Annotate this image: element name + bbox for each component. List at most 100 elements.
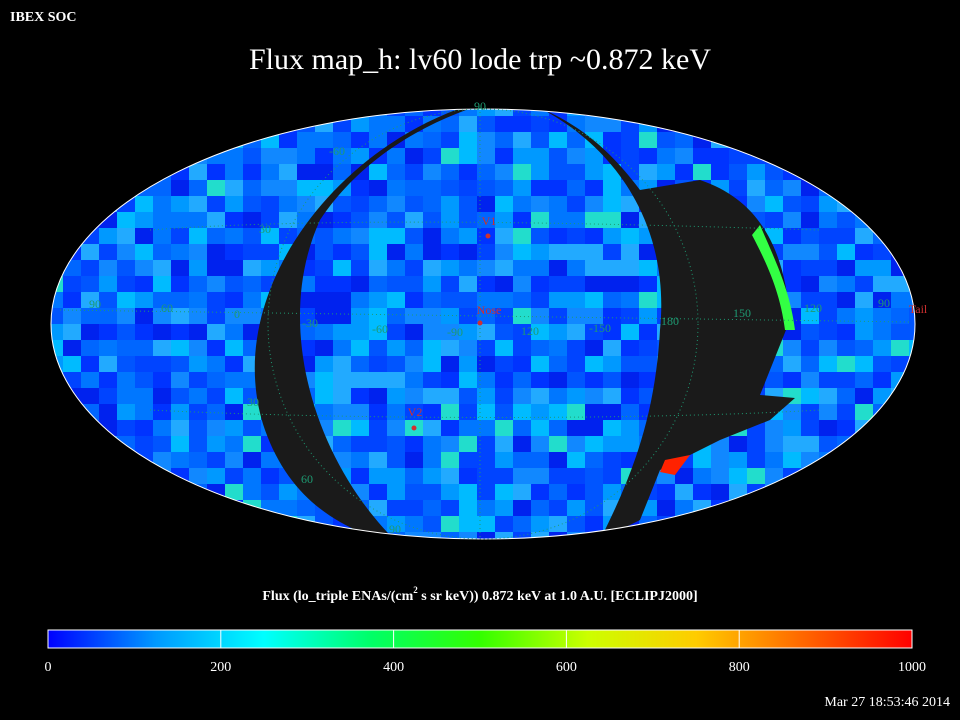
sky-pixel bbox=[405, 244, 423, 260]
sky-pixel bbox=[567, 516, 585, 532]
sky-pixel bbox=[405, 292, 423, 308]
sky-pixel bbox=[171, 404, 189, 420]
sky-pixel bbox=[261, 452, 279, 468]
title-sup: 2 bbox=[413, 585, 418, 595]
sky-pixel bbox=[549, 244, 567, 260]
sky-pixel bbox=[423, 196, 441, 212]
sky-pixel bbox=[603, 212, 621, 228]
sky-pixel bbox=[387, 388, 405, 404]
sky-pixel bbox=[171, 372, 189, 388]
sky-pixel bbox=[585, 388, 603, 404]
sky-pixel bbox=[117, 340, 135, 356]
sky-pixel bbox=[459, 436, 477, 452]
sky-pixel bbox=[621, 212, 639, 228]
sky-pixel bbox=[333, 308, 351, 324]
sky-pixel bbox=[423, 436, 441, 452]
sky-pixel bbox=[261, 228, 279, 244]
sky-pixel bbox=[441, 388, 459, 404]
sky-pixel bbox=[891, 324, 909, 340]
sky-pixel bbox=[225, 308, 243, 324]
sky-pixel bbox=[225, 420, 243, 436]
sky-pixel bbox=[405, 356, 423, 372]
grid-label: 90 bbox=[89, 297, 101, 311]
title: Flux map_h: lv60 lode trp ~0.872 keV bbox=[249, 43, 711, 76]
sky-pixel bbox=[765, 196, 783, 212]
sky-pixel bbox=[171, 324, 189, 340]
sky-pixel bbox=[477, 276, 495, 292]
sky-pixel bbox=[261, 260, 279, 276]
sky-pixel bbox=[747, 452, 765, 468]
sky-pixel bbox=[441, 276, 459, 292]
sky-pixel bbox=[405, 500, 423, 516]
sky-pixel bbox=[459, 148, 477, 164]
sky-pixel bbox=[459, 500, 477, 516]
sky-pixel bbox=[639, 324, 657, 340]
sky-pixel bbox=[495, 516, 513, 532]
sky-pixel bbox=[729, 180, 747, 196]
sky-pixel bbox=[873, 308, 891, 324]
sky-pixel bbox=[423, 132, 441, 148]
sky-pixel bbox=[765, 164, 783, 180]
sky-pixel bbox=[513, 180, 531, 196]
sky-pixel bbox=[423, 324, 441, 340]
sky-pixel bbox=[549, 228, 567, 244]
sky-pixel bbox=[459, 340, 477, 356]
sky-pixel bbox=[603, 260, 621, 276]
sky-pixel bbox=[801, 372, 819, 388]
sky-pixel bbox=[81, 260, 99, 276]
colorbar-tick-label: 1000 bbox=[898, 660, 926, 675]
sky-pixel bbox=[639, 276, 657, 292]
gap-band bbox=[254, 109, 480, 539]
sky-pixel bbox=[261, 244, 279, 260]
sky-pixel bbox=[603, 404, 621, 420]
sky-pixel bbox=[513, 404, 531, 420]
sky-pixel bbox=[567, 484, 585, 500]
sky-pixel bbox=[459, 292, 477, 308]
sky-pixel bbox=[441, 116, 459, 132]
sky-pixel bbox=[855, 244, 873, 260]
sky-pixel bbox=[693, 484, 711, 500]
sky-pixel bbox=[477, 516, 495, 532]
sky-pixel bbox=[315, 388, 333, 404]
sky-pixel bbox=[387, 420, 405, 436]
sky-pixel bbox=[585, 228, 603, 244]
sky-pixel bbox=[117, 260, 135, 276]
sky-pixel bbox=[171, 452, 189, 468]
sky-pixel bbox=[801, 388, 819, 404]
sky-pixel bbox=[747, 436, 765, 452]
sky-pixel bbox=[477, 196, 495, 212]
sky-pixel bbox=[153, 436, 171, 452]
sky-pixel bbox=[801, 404, 819, 420]
sky-pixel bbox=[549, 356, 567, 372]
sky-pixel bbox=[513, 484, 531, 500]
sky-pixel bbox=[441, 452, 459, 468]
sky-pixel bbox=[783, 244, 801, 260]
sky-pixel bbox=[495, 292, 513, 308]
sky-pixel bbox=[405, 212, 423, 228]
sky-pixel bbox=[495, 404, 513, 420]
sky-pixel bbox=[513, 148, 531, 164]
sky-pixel bbox=[351, 308, 369, 324]
colorbar-title: Flux (lo_triple ENAs/(cm2 s sr keV)) 0.8… bbox=[262, 585, 697, 604]
sky-pixel bbox=[207, 420, 225, 436]
sky-pixel bbox=[387, 212, 405, 228]
sky-pixel bbox=[63, 324, 81, 340]
sky-pixel bbox=[207, 324, 225, 340]
sky-pixel bbox=[207, 244, 225, 260]
sky-pixel bbox=[531, 148, 549, 164]
sky-pixel bbox=[189, 308, 207, 324]
sky-pixel bbox=[153, 180, 171, 196]
sky-pixel bbox=[459, 244, 477, 260]
sky-pixel bbox=[531, 260, 549, 276]
sky-pixel bbox=[477, 212, 495, 228]
sky-pixel bbox=[153, 452, 171, 468]
sky-pixel bbox=[549, 516, 567, 532]
sky-pixel bbox=[603, 228, 621, 244]
sky-pixel bbox=[711, 452, 729, 468]
sky-pixel bbox=[405, 180, 423, 196]
sky-pixel bbox=[459, 132, 477, 148]
sky-pixel bbox=[783, 436, 801, 452]
sky-pixel bbox=[765, 452, 783, 468]
sky-pixel bbox=[441, 340, 459, 356]
sky-pixel bbox=[495, 484, 513, 500]
